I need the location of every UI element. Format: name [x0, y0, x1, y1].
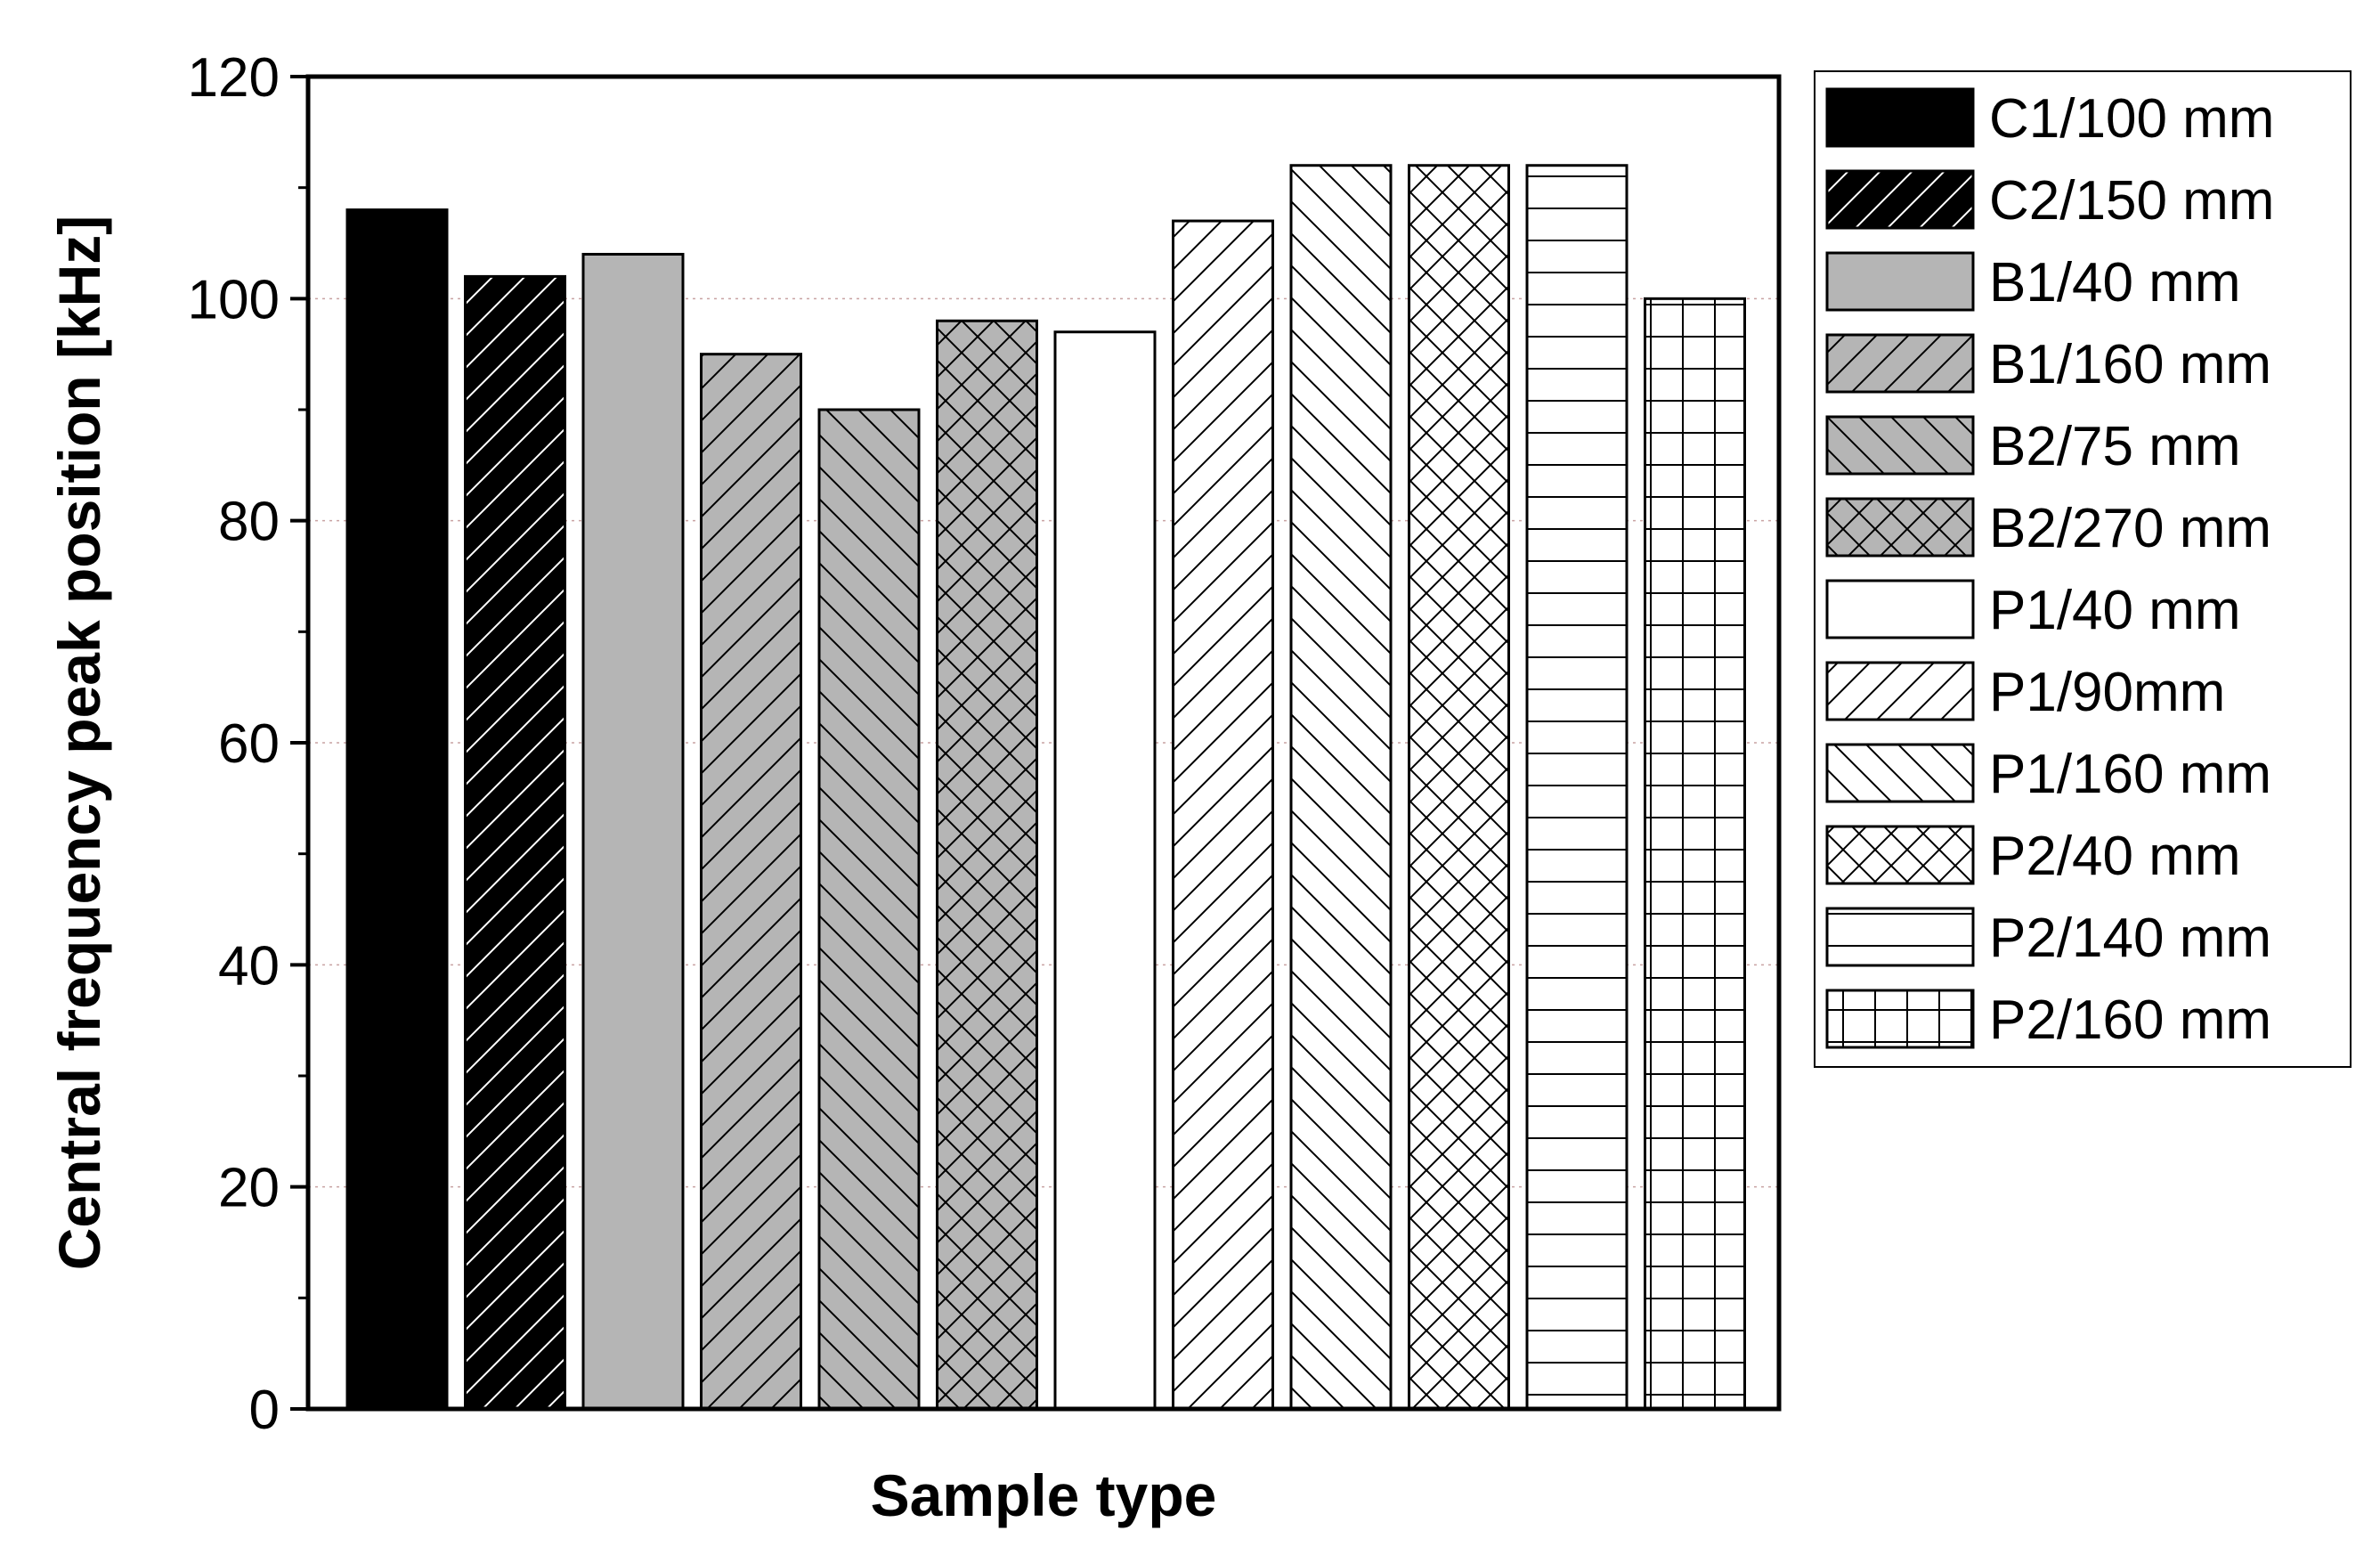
- y-tick-label: 100: [188, 269, 280, 330]
- x-axis-label: Sample type: [871, 1462, 1217, 1528]
- legend-label: B2/75 mm: [1989, 416, 2241, 477]
- legend-label: P1/90mm: [1989, 662, 2225, 723]
- bar-6: [936, 319, 1038, 1411]
- bar-9: [1289, 164, 1393, 1411]
- legend-swatch: [1825, 743, 1975, 803]
- legend-label: P2/140 mm: [1989, 908, 2271, 969]
- legend-label: P1/160 mm: [1989, 744, 2271, 805]
- legend-label: C1/100 mm: [1989, 88, 2274, 150]
- legend-label: B1/40 mm: [1989, 252, 2241, 313]
- legend-swatch: [1825, 497, 1975, 558]
- bar-1: [345, 208, 449, 1411]
- legend-swatch: [1825, 907, 1975, 967]
- legend-label: C2/150 mm: [1989, 170, 2274, 232]
- legend-label: P2/160 mm: [1989, 989, 2271, 1051]
- legend-box: [1814, 70, 2352, 1068]
- legend-label: B2/270 mm: [1989, 498, 2271, 559]
- legend-swatch: [1825, 825, 1975, 885]
- bars: [345, 164, 1746, 1411]
- y-tick-label: 0: [249, 1380, 280, 1441]
- y-tick-label: 40: [218, 935, 280, 997]
- legend-swatch: [1825, 333, 1975, 394]
- bar-12: [1644, 297, 1746, 1411]
- y-axis-label: Central frequency peak position [kHz]: [46, 216, 112, 1271]
- y-tick-label: 20: [218, 1158, 280, 1219]
- y-tick-label: 120: [188, 47, 280, 109]
- legend-swatch: [1825, 579, 1975, 639]
- legend: C1/100 mm C2/150 mm B1/40 mm B1/160 mm B2/75…: [1814, 70, 2352, 1068]
- y-tick-label: 60: [218, 713, 280, 775]
- bar-8: [1172, 219, 1274, 1411]
- y-tick-label: 80: [218, 492, 280, 553]
- bar-10: [1408, 164, 1510, 1411]
- legend-label: B1/160 mm: [1989, 334, 2271, 395]
- legend-swatch: [1825, 87, 1975, 148]
- legend-label: P2/40 mm: [1989, 826, 2241, 887]
- bar-7: [1053, 330, 1157, 1411]
- legend-swatch: [1825, 989, 1975, 1049]
- legend-swatch: [1825, 169, 1975, 230]
- bar-5: [817, 408, 921, 1411]
- bar-11: [1525, 164, 1629, 1411]
- bar-2: [464, 274, 566, 1411]
- legend-swatch: [1825, 415, 1975, 476]
- legend-swatch: [1825, 251, 1975, 312]
- bar-3: [581, 252, 685, 1411]
- legend-label: P1/40 mm: [1989, 580, 2241, 641]
- legend-swatch: [1825, 661, 1975, 721]
- y-axis: 0 20 40 60 80 100 120: [188, 47, 308, 1441]
- bar-4: [700, 353, 802, 1411]
